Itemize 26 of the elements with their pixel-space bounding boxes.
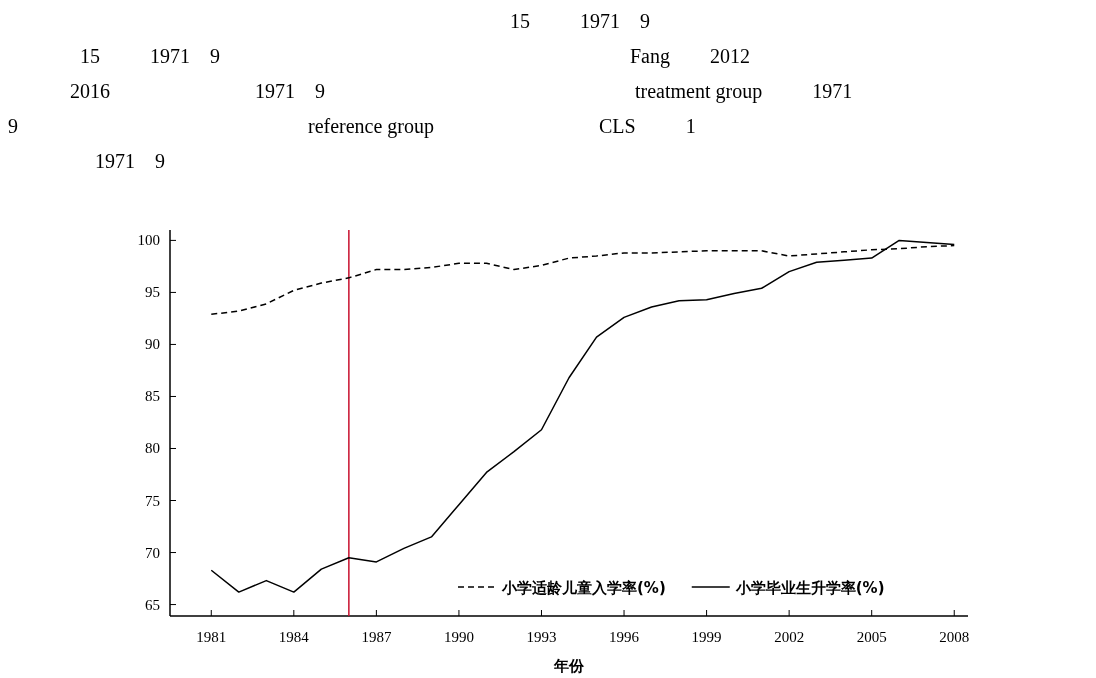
y-tick-label: 100 xyxy=(137,232,160,249)
legend-label: 小学毕业生升学率(%) xyxy=(734,579,885,597)
text: 15 1971 9 xyxy=(510,10,650,32)
x-tick-label: 1990 xyxy=(443,629,474,645)
x-tick-label: 1993 xyxy=(526,629,557,645)
text: 2016 1971 9 treatment group 1971 xyxy=(70,80,853,103)
x-tick-label: 1999 xyxy=(691,629,722,645)
x-tick-label: 2005 xyxy=(856,629,887,645)
y-tick-label: 90 xyxy=(145,336,160,353)
x-tick-label: 1987 xyxy=(361,629,392,645)
y-tick-label: 70 xyxy=(145,544,160,561)
x-tick-label: 2002 xyxy=(774,629,805,645)
x-tick-label: 1984 xyxy=(278,629,310,645)
x-tick-label: 2008 xyxy=(939,629,970,645)
y-tick-label: 80 xyxy=(145,440,160,457)
x-axis-title: 年份 xyxy=(553,657,585,675)
x-tick-label: 1981 xyxy=(196,629,227,645)
y-tick-label: 95 xyxy=(145,284,160,301)
y-tick-label: 75 xyxy=(145,492,160,509)
y-tick-label: 65 xyxy=(145,596,160,613)
legend-label: 小学适龄儿童入学率(%) xyxy=(501,579,666,597)
x-tick-label: 1996 xyxy=(609,629,640,645)
y-tick-label: 85 xyxy=(145,388,160,405)
text: 15 1971 9 Fang 2012 xyxy=(80,45,750,68)
text: 9 reference group CLS 1 xyxy=(8,115,696,138)
text: 1971 9 xyxy=(95,150,165,172)
